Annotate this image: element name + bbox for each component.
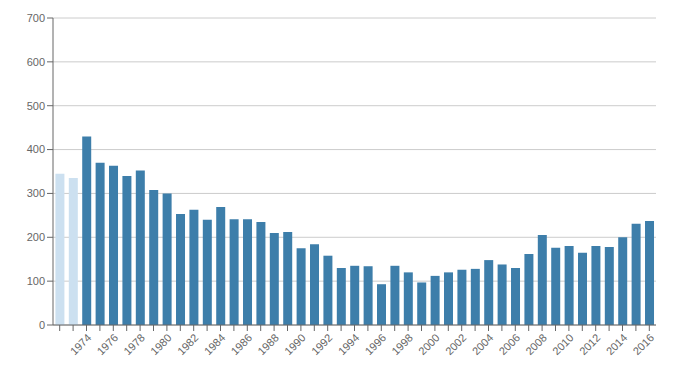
svg-text:1974: 1974 [68,331,94,357]
svg-text:2014: 2014 [604,331,630,357]
svg-text:400: 400 [27,143,45,155]
svg-text:200: 200 [27,231,45,243]
svg-text:1978: 1978 [121,331,147,357]
svg-text:2016: 2016 [630,331,656,357]
svg-text:1990: 1990 [282,331,308,357]
svg-text:1986: 1986 [228,331,254,357]
svg-text:600: 600 [27,56,45,68]
svg-text:1996: 1996 [362,331,388,357]
svg-text:300: 300 [27,187,45,199]
svg-text:2002: 2002 [443,331,469,357]
svg-text:1992: 1992 [309,331,335,357]
svg-text:2010: 2010 [550,331,576,357]
svg-text:500: 500 [27,100,45,112]
svg-text:2008: 2008 [523,331,549,357]
svg-text:100: 100 [27,275,45,287]
svg-text:1988: 1988 [255,331,281,357]
svg-text:2006: 2006 [496,331,522,357]
svg-text:1976: 1976 [94,331,120,357]
svg-text:2012: 2012 [577,331,603,357]
svg-text:2000: 2000 [416,331,442,357]
svg-text:1984: 1984 [202,331,228,357]
svg-text:2004: 2004 [470,331,496,357]
svg-text:1982: 1982 [175,331,201,357]
svg-text:1980: 1980 [148,331,174,357]
svg-text:1998: 1998 [389,331,415,357]
svg-text:0: 0 [39,319,45,331]
svg-text:700: 700 [27,12,45,24]
svg-text:1994: 1994 [336,331,362,357]
